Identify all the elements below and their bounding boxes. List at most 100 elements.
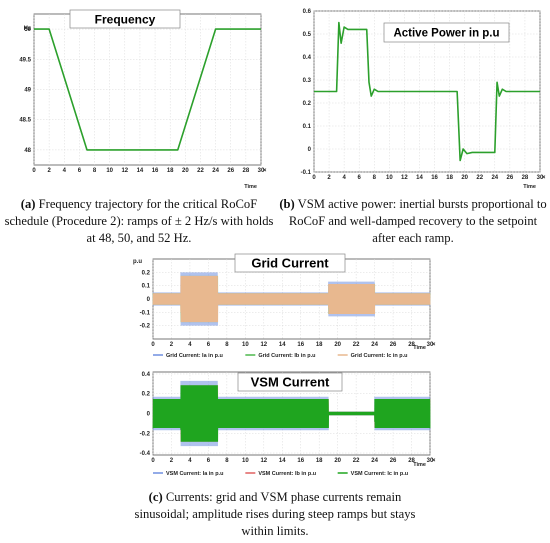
chart-title: VSM Current	[251, 375, 330, 390]
x-tick-label: 2	[47, 168, 51, 174]
x-tick-label: 28	[522, 175, 529, 181]
grid-current-chart: 0 2 4 6 8 10 12 14 16 18 20 22 24 26 28 30-0.2-0.100.10…	[133, 253, 436, 359]
x-tick-label: 16	[297, 342, 304, 348]
x-axis-multiplier: ×	[432, 342, 436, 348]
x-tick-label: 12	[121, 168, 128, 174]
caption-a-tag: (a)	[20, 197, 36, 211]
x-tick-label: 8	[93, 168, 97, 174]
x-tick-label: 4	[188, 342, 192, 348]
series-line-1	[314, 21, 540, 162]
y-tick-label: 0.2	[142, 270, 151, 276]
x-tick-label: 28	[243, 168, 250, 174]
y-tick-label: -0.2	[140, 324, 151, 330]
y-tick-label: 0.3	[303, 78, 312, 84]
y-axis-label: p.u	[133, 259, 142, 265]
y-tick-label: 0	[308, 147, 312, 153]
legend-label: Grid Current: Ic in p.u	[351, 353, 408, 359]
x-tick-label: 0	[151, 342, 155, 348]
x-axis-label: Time	[413, 462, 426, 468]
x-tick-label: 6	[207, 342, 211, 348]
x-tick-label: 16	[297, 458, 304, 464]
legend-label: Grid Current: Ia in p.u	[166, 353, 223, 359]
x-tick-label: 18	[167, 168, 174, 174]
x-tick-label: 20	[334, 458, 341, 464]
y-tick-label: 0.6	[303, 9, 312, 15]
x-tick-label: 30	[427, 342, 434, 348]
x-tick-label: 8	[225, 342, 229, 348]
y-tick-label: -0.1	[301, 170, 312, 176]
x-tick-label: 30	[258, 168, 265, 174]
x-tick-label: 18	[316, 342, 323, 348]
x-tick-label: 12	[260, 342, 267, 348]
x-axis-multiplier: ×	[542, 175, 546, 181]
caption-a-text: Frequency trajectory for the critical Ro…	[4, 197, 274, 245]
x-tick-label: 0	[151, 458, 155, 464]
legend-label: VSM Current: Ia in p.u	[166, 471, 223, 477]
y-tick-label: 0	[147, 297, 151, 303]
x-tick-label: 30	[427, 458, 434, 464]
x-axis-label: Time	[413, 345, 426, 351]
x-tick-label: 4	[342, 175, 346, 181]
x-tick-label: 14	[279, 342, 286, 348]
x-tick-label: 12	[401, 175, 408, 181]
y-tick-label: 0.4	[303, 55, 312, 61]
x-tick-label: 22	[353, 458, 360, 464]
active-power-chart: 0 2 4 6 8 10 12 14 16 18 20 22 24 26 28 30-0.100.10.20.…	[301, 9, 546, 190]
y-tick-label: 49.5	[19, 57, 31, 63]
caption-b-text: VSM active power: inertial bursts propor…	[288, 197, 547, 245]
x-tick-label: 28	[408, 342, 415, 348]
chart-title-box	[234, 253, 346, 273]
x-tick-label: 10	[242, 342, 249, 348]
x-tick-label: 14	[416, 175, 423, 181]
y-tick-label: 0.5	[303, 32, 312, 38]
y-tick-label: -0.1	[140, 310, 151, 316]
frequency-chart: 0 2 4 6 8 10 12 14 16 18 20 22 24 26 28 304848.54949.55…	[19, 9, 267, 190]
x-tick-label: 10	[386, 175, 393, 181]
x-axis-label: Time	[523, 184, 536, 190]
x-tick-label: 30	[537, 175, 544, 181]
vsm-current-chart: 0 2 4 6 8 10 12 14 16 18 20 22 24 26 28 30-0.4-0.200.20…	[140, 371, 436, 477]
x-tick-label: 24	[212, 168, 219, 174]
x-tick-label: 8	[225, 458, 229, 464]
x-tick-label: 4	[188, 458, 192, 464]
x-tick-label: 6	[207, 458, 211, 464]
y-axis-unit: Hz	[24, 26, 31, 32]
x-tick-label: 2	[170, 342, 174, 348]
x-tick-label: 24	[491, 175, 498, 181]
y-tick-label: -0.2	[140, 431, 151, 437]
legend-label: Grid Current: Ib in p.u	[258, 353, 315, 359]
legend-label: VSM Current: Ib in p.u	[258, 471, 316, 477]
chart-title: Frequency	[95, 12, 156, 26]
y-tick-label: 0.1	[303, 124, 312, 130]
caption-b-tag: (b)	[279, 197, 295, 211]
x-tick-label: 28	[408, 458, 415, 464]
x-axis-label: Time	[244, 184, 257, 190]
x-tick-label: 2	[327, 175, 331, 181]
x-tick-label: 26	[390, 458, 397, 464]
caption-b: (b) VSM active power: inertial bursts pr…	[278, 196, 548, 247]
x-tick-label: 10	[242, 458, 249, 464]
caption-c-text: Currents: grid and VSM phase currents re…	[134, 490, 416, 538]
x-tick-label: 24	[371, 342, 378, 348]
x-tick-label: 22	[353, 342, 360, 348]
y-tick-label: 0.2	[142, 392, 151, 398]
caption-c: (c) Currents: grid and VSM phase current…	[120, 489, 430, 540]
chart-title-box	[237, 372, 343, 392]
x-tick-label: 22	[197, 168, 204, 174]
x-tick-label: 26	[507, 175, 514, 181]
chart-title-box	[383, 22, 510, 43]
y-tick-label: 49	[24, 88, 31, 94]
x-axis-multiplier: ×	[263, 168, 267, 174]
series-line-3	[152, 275, 431, 323]
y-tick-label: 48.5	[19, 118, 31, 124]
y-tick-label: 0.2	[303, 101, 312, 107]
x-tick-label: 26	[390, 342, 397, 348]
x-tick-label: 20	[334, 342, 341, 348]
chart-title: Active Power in p.u	[393, 28, 499, 40]
x-tick-label: 4	[63, 168, 67, 174]
x-tick-label: 26	[227, 168, 234, 174]
chart-title: Grid Current	[251, 256, 329, 271]
y-tick-label: 0.4	[142, 372, 151, 378]
x-tick-label: 6	[358, 175, 362, 181]
x-tick-label: 0	[32, 168, 36, 174]
